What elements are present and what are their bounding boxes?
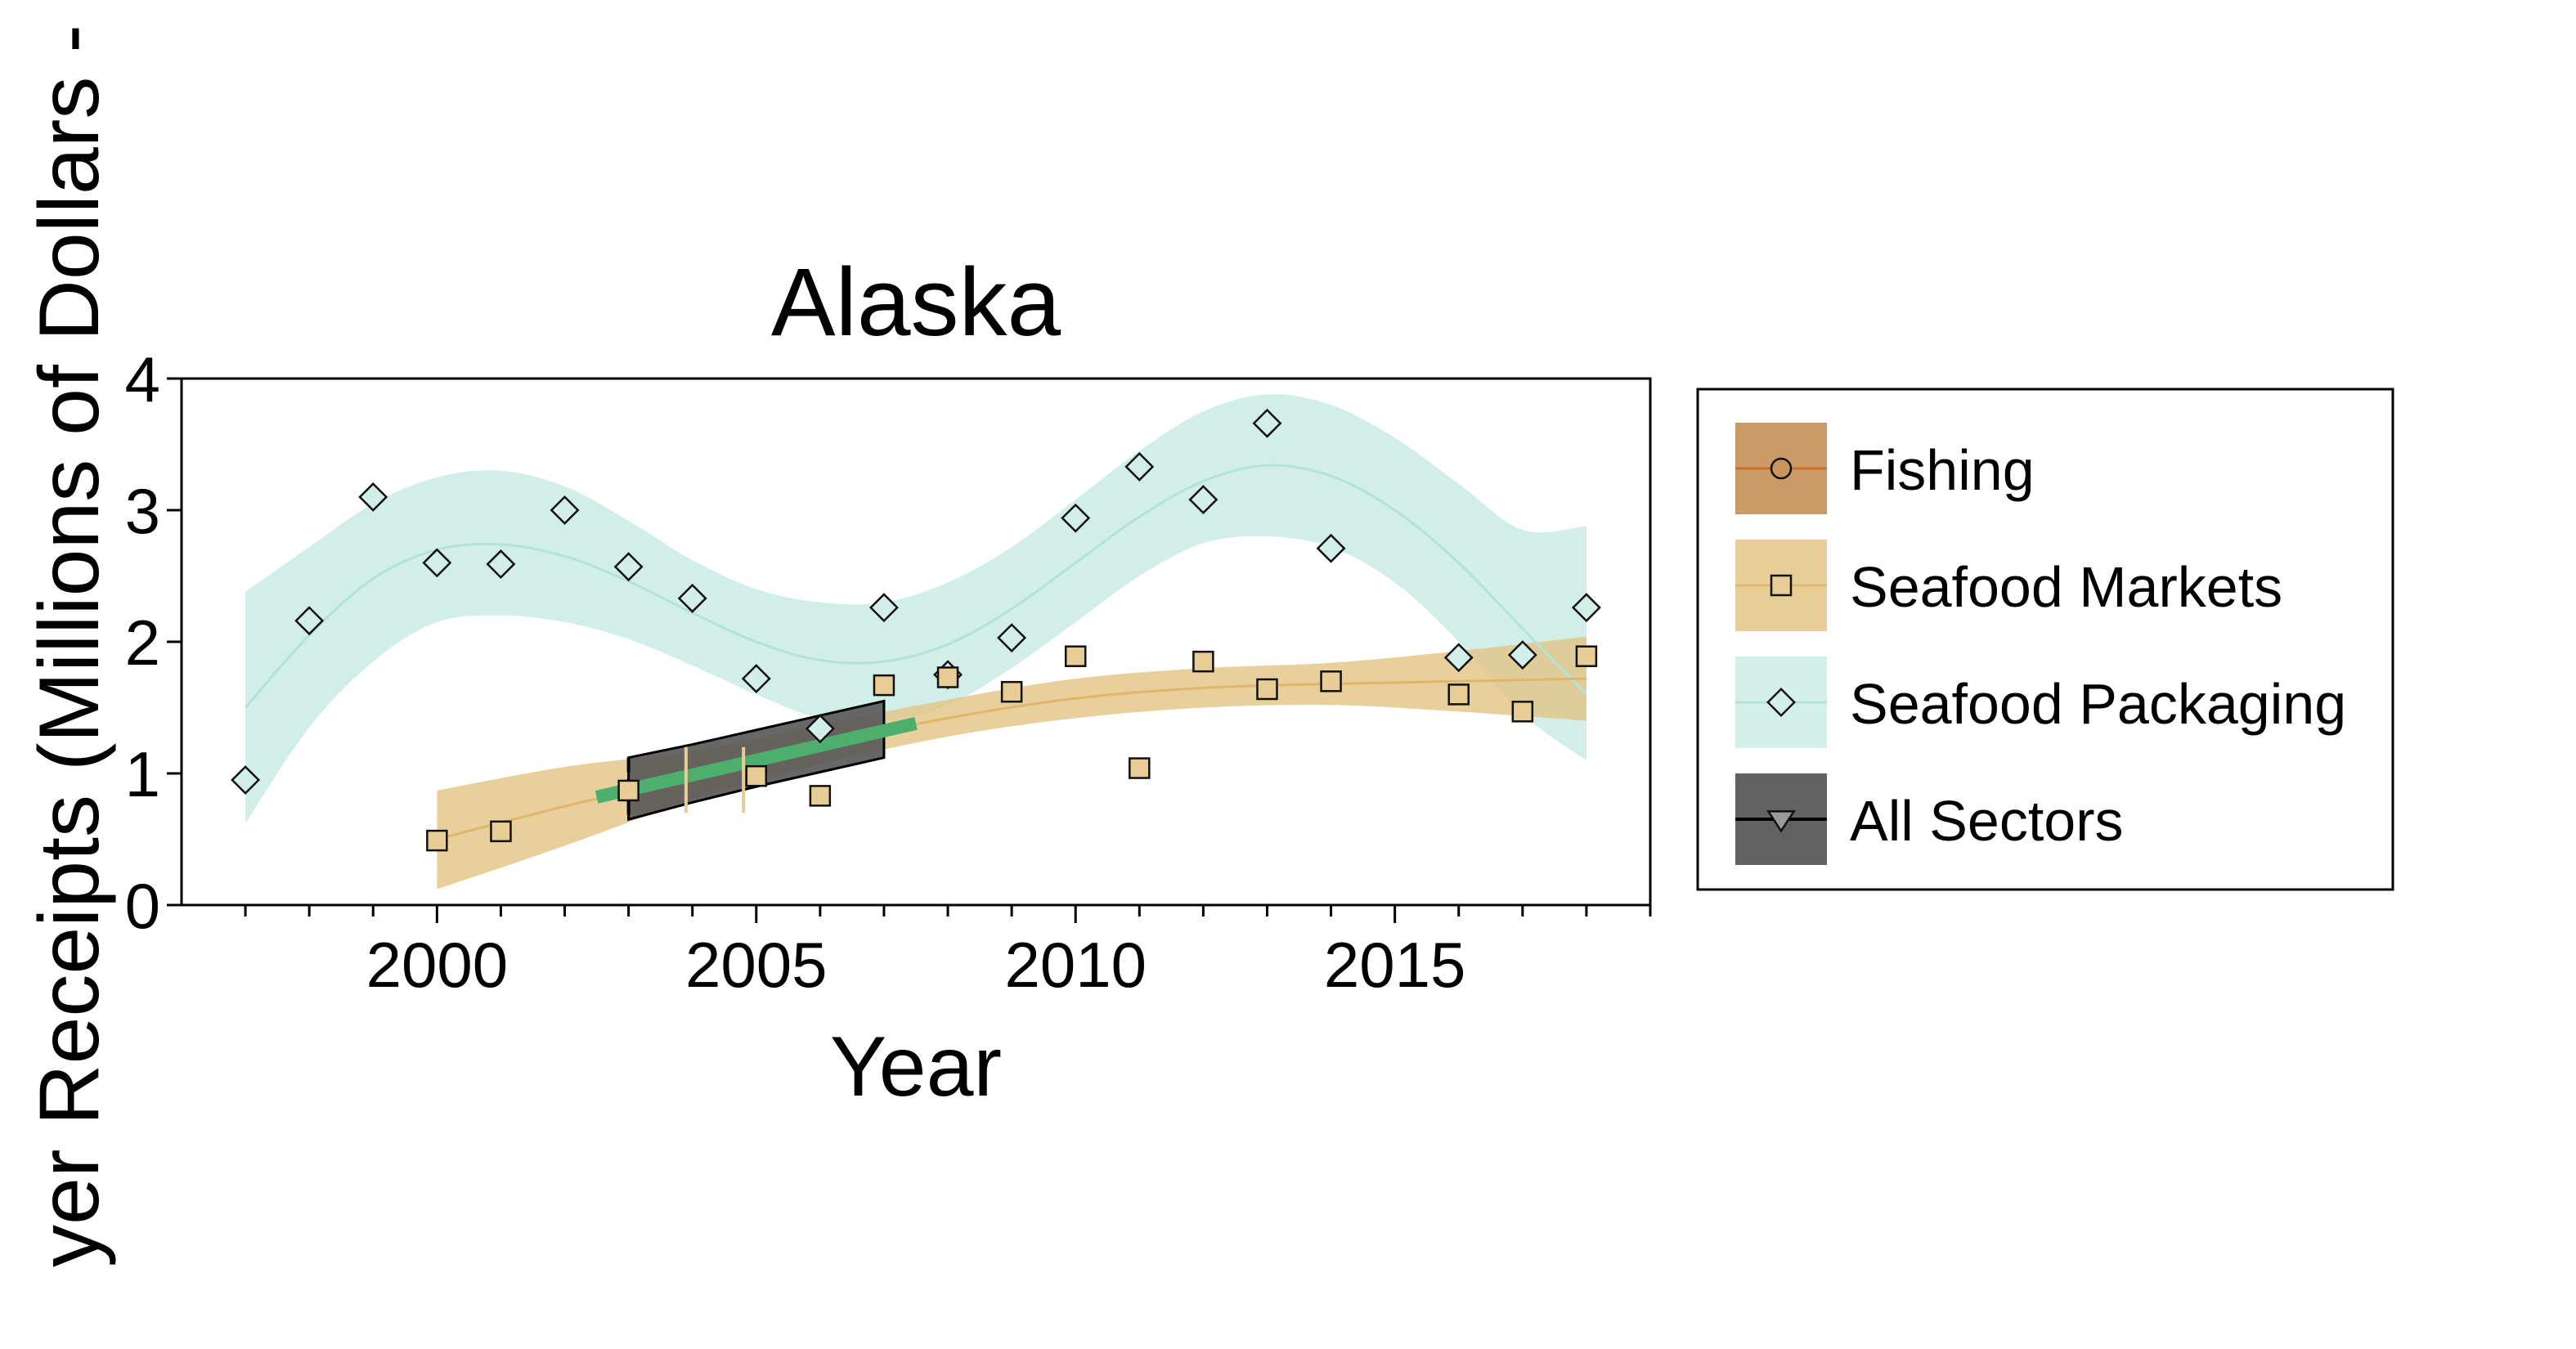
seafood-packaging-point [358,482,388,512]
legend-marker-seafood-packaging [1766,688,1796,717]
seafood-markets-point [1129,757,1151,779]
seafood-markets-point [1447,683,1470,706]
seafood-packaging-point [1316,533,1346,563]
seafood-packaging-point [1124,451,1155,482]
chart-title: Alaska [771,249,1061,356]
legend-label-all-sectors: All Sectors [1850,789,2124,853]
seafood-packaging-point [805,714,835,744]
seafood-markets-point [617,779,640,802]
seafood-packaging-band [245,394,1586,824]
y-tick-label: 2 [125,607,160,679]
seafood-packaging-point [677,583,707,613]
seafood-markets-point [873,674,895,697]
legend-marker-seafood-markets [1770,574,1793,597]
x-tick-label: 2015 [1324,929,1466,1001]
seafood-packaging-point [1188,485,1218,515]
seafood-packaging-point [868,593,899,623]
seafood-markets-point [1192,650,1214,673]
seafood-packaging-point [1061,503,1091,533]
seafood-packaging-point [422,548,452,578]
seafood-packaging-point [741,664,771,694]
axes: 2000 2005 2010 2015 0 1 2 3 4 [125,343,1652,1001]
seafood-packaging-point [613,552,644,582]
seafood-packaging-point [1252,408,1282,438]
seafood-packaging-fit-line [244,464,1587,709]
all-sectors-trend-segment [595,717,918,804]
x-tick-label: 2005 [685,929,828,1001]
legend-marker-all-sectors [1766,810,1796,833]
seafood-packaging-point [231,765,261,796]
x-tick-label: 2000 [366,929,509,1001]
legend-label-seafood-markets: Seafood Markets [1850,555,2282,619]
y-tick-label: 3 [125,475,160,547]
seafood-markets-point [426,829,448,852]
seafood-markets-band [437,636,1586,890]
y-tick-label: 1 [125,738,160,810]
legend: Fishing Seafood Markets Seafood Packaging A… [1696,388,2394,891]
legend-marker-fishing [1770,457,1793,480]
x-tick-label: 2010 [1004,929,1147,1001]
seafood-markets-point [936,666,959,688]
seafood-markets-point [1320,670,1342,692]
legend-label-seafood-packaging: Seafood Packaging [1850,672,2346,736]
seafood-packaging-point [486,549,516,579]
data-points [231,408,1601,852]
seafood-packaging-point [294,606,325,636]
seafood-markets-point [1000,680,1023,703]
y-axis-label: yer Receipts (Millions of Dollars - [22,25,117,1267]
seafood-markets-point [809,785,832,807]
seafood-markets-point [1256,678,1278,701]
seafood-packaging-point [550,495,580,525]
seafood-packaging-point [1507,640,1537,670]
legend-label-fishing: Fishing [1850,438,2035,502]
x-axis-label: Year [830,1020,1002,1114]
seafood-packaging-point [1443,643,1474,673]
y-tick-label: 4 [125,343,160,415]
confidence-bands [245,394,1586,890]
seafood-markets-point [1511,701,1534,723]
seafood-markets-point [745,764,768,787]
seafood-markets-point [1064,645,1087,667]
seafood-markets-point [490,820,512,843]
seafood-packaging-point [1571,593,1601,623]
seafood-packaging-point [997,623,1027,653]
y-tick-label: 0 [125,870,160,942]
seafood-markets-point [1575,645,1598,667]
